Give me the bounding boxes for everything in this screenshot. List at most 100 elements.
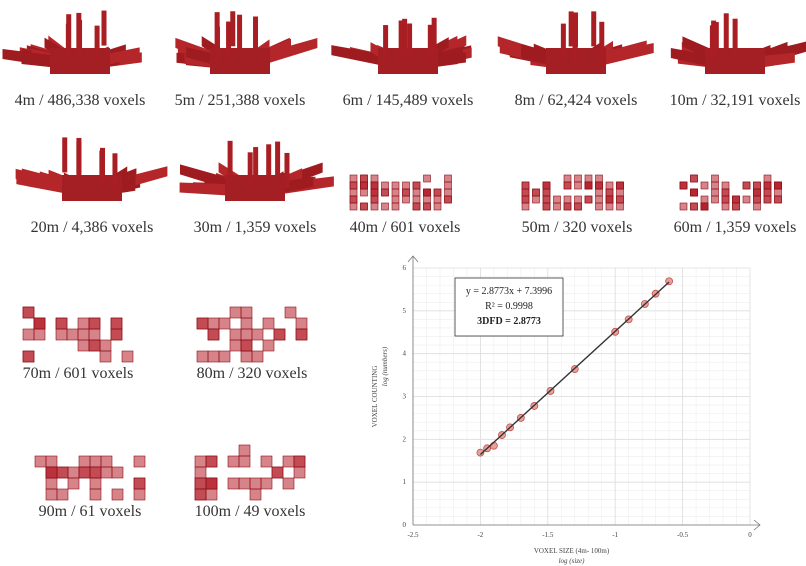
voxel-cube bbox=[134, 456, 145, 467]
voxel-cube bbox=[712, 196, 719, 203]
voxel-cube bbox=[100, 351, 111, 362]
panel-caption: 80m / 320 voxels bbox=[197, 365, 308, 382]
voxel-cube bbox=[239, 456, 250, 467]
voxel-cube bbox=[371, 175, 378, 182]
voxel-cube bbox=[554, 196, 561, 203]
voxel-cube bbox=[67, 329, 78, 340]
voxel-cube bbox=[522, 196, 529, 203]
voxel-cube bbox=[392, 196, 399, 203]
x-tick-label: -1.5 bbox=[542, 531, 554, 539]
voxel-spike bbox=[561, 24, 566, 59]
voxel-cube bbox=[680, 203, 687, 210]
voxel-cube bbox=[263, 340, 274, 351]
voxel-cube bbox=[111, 318, 122, 329]
voxel-cube bbox=[195, 489, 206, 500]
panel-caption: 30m / 1,359 voxels bbox=[194, 219, 317, 236]
voxel-cube bbox=[764, 196, 771, 203]
voxel-cube bbox=[764, 182, 771, 189]
voxel-spike bbox=[66, 14, 71, 49]
voxel-cube bbox=[361, 182, 368, 189]
voxel-cube bbox=[90, 456, 101, 467]
voxel-cube bbox=[89, 329, 100, 340]
voxel-cube bbox=[413, 189, 420, 196]
voxel-cube bbox=[564, 196, 571, 203]
panel-caption: 40m / 601 voxels bbox=[350, 219, 461, 236]
voxel-cube bbox=[208, 318, 219, 329]
voxel-cube bbox=[522, 182, 529, 189]
voxel-spike bbox=[402, 19, 407, 54]
voxel-cube bbox=[206, 478, 217, 489]
voxel-cube bbox=[350, 203, 357, 210]
voxel-cube bbox=[764, 189, 771, 196]
voxel-cube bbox=[722, 203, 729, 210]
panel-caption: 90m / 61 voxels bbox=[39, 503, 142, 520]
voxel-cube bbox=[606, 203, 613, 210]
voxel-cube bbox=[46, 489, 57, 500]
voxel-cube bbox=[350, 182, 357, 189]
y-tick-label: 3 bbox=[403, 393, 407, 401]
voxel-cube bbox=[575, 175, 582, 182]
voxel-cube bbox=[585, 175, 592, 182]
voxel-cube bbox=[371, 203, 378, 210]
voxel-cube bbox=[100, 340, 111, 351]
voxel-cube bbox=[445, 189, 452, 196]
panel-caption: 60m / 1,359 voxels bbox=[674, 219, 797, 236]
voxel-cube bbox=[606, 182, 613, 189]
voxel-cube bbox=[575, 182, 582, 189]
voxel-cube bbox=[206, 456, 217, 467]
voxel-cube bbox=[754, 196, 761, 203]
voxel-cube bbox=[23, 329, 34, 340]
voxel-cube bbox=[361, 203, 368, 210]
voxel-cube bbox=[230, 307, 241, 318]
voxel-cube bbox=[112, 467, 123, 478]
annotation: R² = 0.9998 bbox=[485, 301, 533, 312]
voxel-cube bbox=[596, 189, 603, 196]
data-point bbox=[490, 442, 497, 449]
voxel-cube bbox=[522, 203, 529, 210]
voxel-cube bbox=[79, 467, 90, 478]
panel-caption: 8m / 62,424 voxels bbox=[515, 92, 638, 109]
voxel-cube bbox=[79, 456, 90, 467]
voxel-spike bbox=[733, 19, 738, 54]
voxel-cube bbox=[554, 203, 561, 210]
voxel-cube bbox=[78, 318, 89, 329]
voxel-spike bbox=[284, 153, 289, 188]
voxel-cube bbox=[34, 329, 45, 340]
voxel-cube bbox=[743, 196, 750, 203]
voxel-cube bbox=[371, 196, 378, 203]
panel-caption: 4m / 486,338 voxels bbox=[15, 92, 146, 109]
voxel-cube bbox=[101, 456, 112, 467]
voxel-cube bbox=[261, 456, 272, 467]
voxel-cube bbox=[219, 351, 230, 362]
panel-caption: 10m / 32,191 voxels bbox=[670, 92, 801, 109]
voxel-spike bbox=[77, 20, 82, 55]
voxel-cube bbox=[596, 175, 603, 182]
voxel-cube bbox=[134, 489, 145, 500]
voxel-cube bbox=[296, 329, 307, 340]
voxel-cube bbox=[206, 489, 217, 500]
voxel-cube bbox=[691, 189, 698, 196]
voxel-cube bbox=[111, 329, 122, 340]
voxel-cube bbox=[382, 189, 389, 196]
voxel-cube bbox=[533, 196, 540, 203]
voxel-spike bbox=[599, 22, 604, 57]
voxel-cube bbox=[775, 196, 782, 203]
x-axis-sublabel: log (size) bbox=[559, 557, 586, 565]
voxel-spike bbox=[102, 11, 107, 46]
voxel-cube bbox=[56, 329, 67, 340]
voxel-cube bbox=[90, 467, 101, 478]
voxel-cube bbox=[522, 189, 529, 196]
voxel-cube bbox=[46, 456, 57, 467]
voxel-cube bbox=[285, 307, 296, 318]
voxel-cube bbox=[712, 189, 719, 196]
voxel-cube bbox=[68, 478, 79, 489]
voxel-spike bbox=[432, 18, 437, 53]
voxel-cube bbox=[241, 351, 252, 362]
voxel-cube bbox=[764, 175, 771, 182]
voxel-cube bbox=[564, 203, 571, 210]
voxel-cube bbox=[413, 182, 420, 189]
voxel-cube bbox=[424, 189, 431, 196]
voxel-cube bbox=[617, 182, 624, 189]
voxel-spike bbox=[215, 27, 220, 62]
panel-caption: 5m / 251,388 voxels bbox=[175, 92, 306, 109]
